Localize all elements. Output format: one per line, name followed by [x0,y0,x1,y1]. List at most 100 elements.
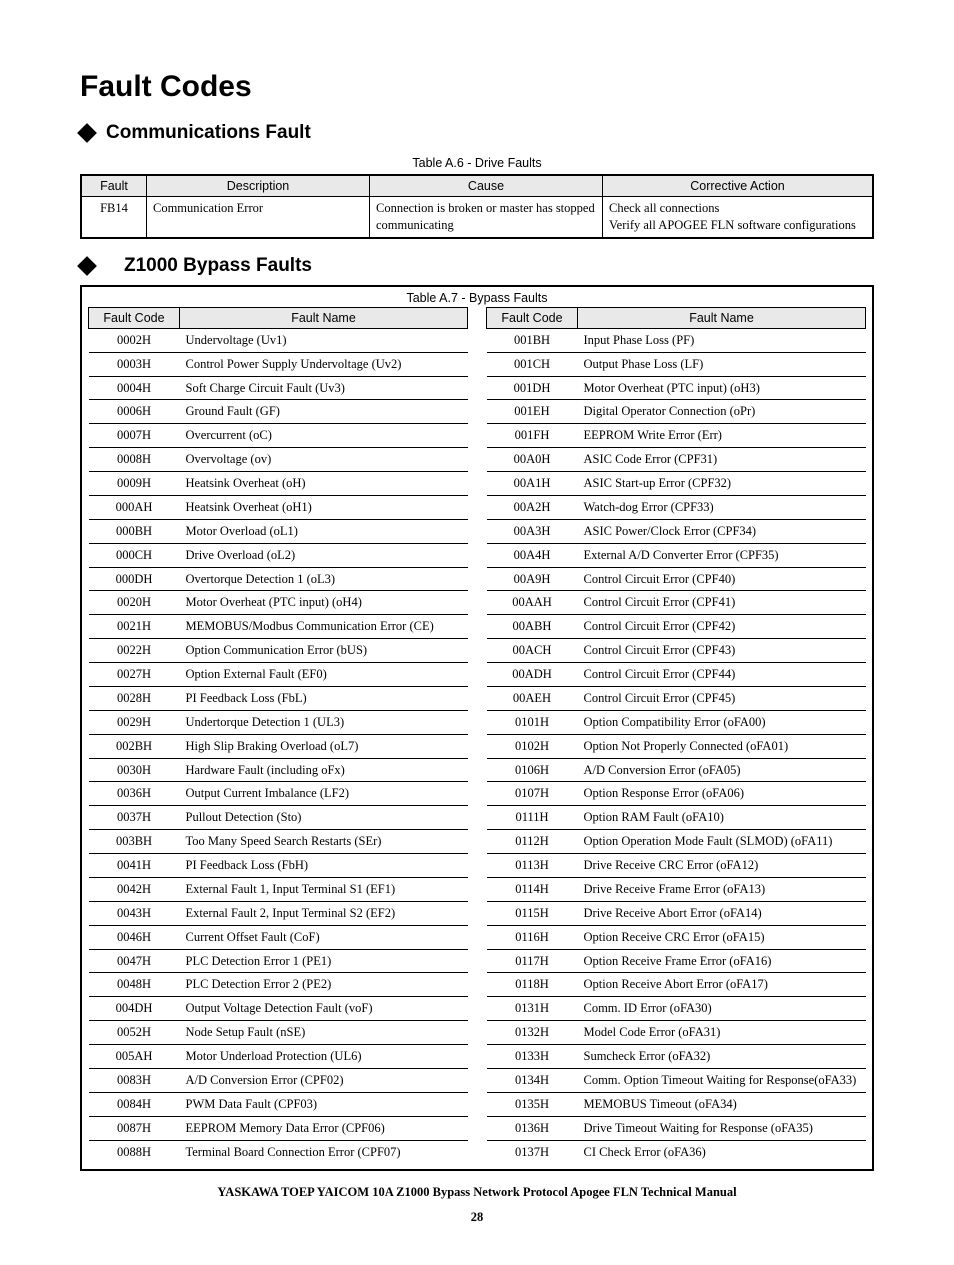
table-row: 00A0HASIC Code Error (CPF31) [487,448,866,472]
cell-fault-code: 00ADH [487,663,578,687]
bypass-right-column: Fault Code Fault Name 001BHInput Phase L… [486,307,866,1164]
table-row: 0020HMotor Overheat (PTC input) (oH4) [89,591,468,615]
cell-fault-code: 00ABH [487,615,578,639]
cell-fault-name: Heatsink Overheat (oH) [180,472,468,496]
table-row: 0112HOption Operation Mode Fault (SLMOD)… [487,830,866,854]
col-description: Description [147,175,370,197]
cell-fault-name: Option Receive Abort Error (oFA17) [578,973,866,997]
cell-fault-name: CI Check Error (oFA36) [578,1140,866,1163]
cell-fault-code: 0003H [89,352,180,376]
cell-fault-name: External Fault 1, Input Terminal S1 (EF1… [180,877,468,901]
footer-manual-title: YASKAWA TOEP YAICOM 10A Z1000 Bypass Net… [80,1185,874,1200]
col-fault-name: Fault Name [180,307,468,328]
cell-fault-code: 001DH [487,376,578,400]
cell-fault-name: Option External Fault (EF0) [180,663,468,687]
cell-fault-code: 0008H [89,448,180,472]
cell-fault-code: 0133H [487,1045,578,1069]
cell-description: Communication Error [147,197,370,238]
col-fault: Fault [81,175,147,197]
cell-fault-name: Option Receive CRC Error (oFA15) [578,925,866,949]
cell-fault-code: 0052H [89,1021,180,1045]
table-row: 0036HOutput Current Imbalance (LF2) [89,782,468,806]
cell-fault-name: Output Voltage Detection Fault (voF) [180,997,468,1021]
action-line1: Check all connections [609,201,719,215]
cell-fault-name: Node Setup Fault (nSE) [180,1021,468,1045]
cell-fault-name: A/D Conversion Error (CPF02) [180,1068,468,1092]
cell-fault-code: 00A1H [487,472,578,496]
cell-fault-name: Drive Receive Frame Error (oFA13) [578,877,866,901]
cell-fault-code: 0042H [89,877,180,901]
cell-fault-code: 00A9H [487,567,578,591]
cell-fault-code: 0083H [89,1068,180,1092]
table-row: 0087HEEPROM Memory Data Error (CPF06) [89,1116,468,1140]
cell-fault-code: 00A4H [487,543,578,567]
table-row: 003BHToo Many Speed Search Restarts (SEr… [89,830,468,854]
cell-fault-name: Drive Timeout Waiting for Response (oFA3… [578,1116,866,1140]
table-row: 0008HOvervoltage (ov) [89,448,468,472]
cell-fault-name: ASIC Power/Clock Error (CPF34) [578,519,866,543]
cell-fault-name: External A/D Converter Error (CPF35) [578,543,866,567]
table-row: 0027HOption External Fault (EF0) [89,663,468,687]
bypass-faults-table: Table A.7 - Bypass Faults Fault Code Fau… [80,285,874,1172]
table-row: 0101HOption Compatibility Error (oFA00) [487,710,866,734]
cell-fault-code: 0113H [487,854,578,878]
table-row: 00A2HWatch-dog Error (CPF33) [487,495,866,519]
cell-fault-name: Watch-dog Error (CPF33) [578,495,866,519]
cell-fault-code: 0137H [487,1140,578,1163]
table-row: 0118HOption Receive Abort Error (oFA17) [487,973,866,997]
cell-fault-code: 0004H [89,376,180,400]
cell-fault-name: PWM Data Fault (CPF03) [180,1092,468,1116]
cell-fault-name: Soft Charge Circuit Fault (Uv3) [180,376,468,400]
cell-fault-name: Control Circuit Error (CPF43) [578,639,866,663]
table-row: 004DHOutput Voltage Detection Fault (voF… [89,997,468,1021]
cell-fault-name: Drive Receive Abort Error (oFA14) [578,901,866,925]
cell-fault-name: Ground Fault (GF) [180,400,468,424]
action-line2: Verify all APOGEE FLN software configura… [609,218,856,232]
table-row: 0042HExternal Fault 1, Input Terminal S1… [89,877,468,901]
bypass-left-column: Fault Code Fault Name 0002HUndervoltage … [88,307,468,1164]
table-row: 00ADHControl Circuit Error (CPF44) [487,663,866,687]
cell-fault-name: Input Phase Loss (PF) [578,328,866,352]
table-row: 0021HMEMOBUS/Modbus Communication Error … [89,615,468,639]
cell-fault-code: 0135H [487,1092,578,1116]
cell-fault-code: 0007H [89,424,180,448]
heading-text: Z1000 Bypass Faults [124,255,312,277]
col-fault-code: Fault Code [89,307,180,328]
cell-fault-code: 0111H [487,806,578,830]
table-row: 000BHMotor Overload (oL1) [89,519,468,543]
table-row: 000CHDrive Overload (oL2) [89,543,468,567]
cell-fault-name: Current Offset Fault (CoF) [180,925,468,949]
table-row: 00A3HASIC Power/Clock Error (CPF34) [487,519,866,543]
cell-fault-name: Option Operation Mode Fault (SLMOD) (oFA… [578,830,866,854]
drive-faults-table: Table A.6 - Drive Faults Fault Descripti… [80,152,874,239]
cell-fault-code: 0030H [89,758,180,782]
cell-fault-name: Too Many Speed Search Restarts (SEr) [180,830,468,854]
cell-fault-name: Control Circuit Error (CPF42) [578,615,866,639]
table-header-row: Fault Code Fault Name [89,307,468,328]
cell-fault-name: Control Power Supply Undervoltage (Uv2) [180,352,468,376]
cell-fault-name: Terminal Board Connection Error (CPF07) [180,1140,468,1163]
cell-fault-code: 0114H [487,877,578,901]
table-row: 00AEHControl Circuit Error (CPF45) [487,686,866,710]
cell-fault-code: 0020H [89,591,180,615]
cell-fault-name: Output Current Imbalance (LF2) [180,782,468,806]
table-row: 001DHMotor Overheat (PTC input) (oH3) [487,376,866,400]
table-row: 001EHDigital Operator Connection (oPr) [487,400,866,424]
table-row: 00ACHControl Circuit Error (CPF43) [487,639,866,663]
cell-fault-name: Control Circuit Error (CPF44) [578,663,866,687]
table-row: 0048HPLC Detection Error 2 (PE2) [89,973,468,997]
table-row: 000AHHeatsink Overheat (oH1) [89,495,468,519]
table-row: 0003HControl Power Supply Undervoltage (… [89,352,468,376]
cell-fault-code: 00A3H [487,519,578,543]
page-number: 28 [80,1210,874,1225]
table-row: 0102HOption Not Properly Connected (oFA0… [487,734,866,758]
heading-text: Communications Fault [106,122,311,144]
cell-fault-name: Sumcheck Error (oFA32) [578,1045,866,1069]
cell-fault-name: Undervoltage (Uv1) [180,328,468,352]
cell-fault-name: External Fault 2, Input Terminal S2 (EF2… [180,901,468,925]
cell-cause: Connection is broken or master has stopp… [370,197,603,238]
cell-fault-name: Overtorque Detection 1 (oL3) [180,567,468,591]
cell-fault-name: Control Circuit Error (CPF41) [578,591,866,615]
cell-fault-name: Drive Overload (oL2) [180,543,468,567]
cell-fault-code: 0022H [89,639,180,663]
